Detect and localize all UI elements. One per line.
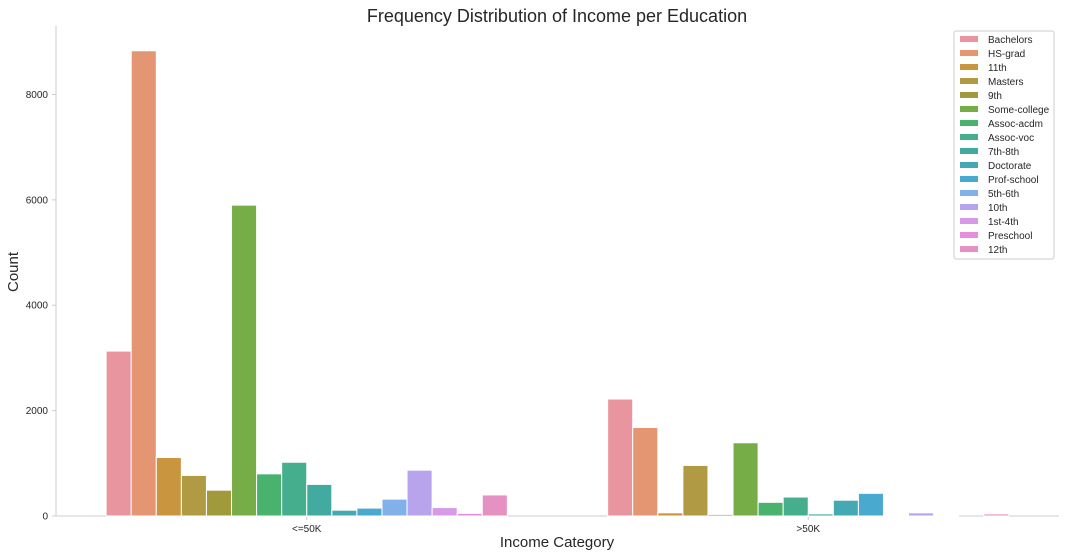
bar xyxy=(331,509,358,517)
bar xyxy=(481,494,508,517)
legend-label: Assoc-voc xyxy=(988,133,1034,144)
bar xyxy=(707,513,734,517)
bar xyxy=(632,426,659,517)
bar xyxy=(757,501,784,517)
y-tick-label: 2000 xyxy=(26,406,49,417)
legend-label: HS-grad xyxy=(988,49,1025,60)
legend-swatch xyxy=(960,176,978,182)
legend-label: Doctorate xyxy=(988,161,1032,172)
legend-label: Preschool xyxy=(988,231,1032,242)
bar xyxy=(256,473,283,517)
bar xyxy=(281,461,308,517)
bar xyxy=(105,350,132,517)
legend-label: 10th xyxy=(988,203,1007,214)
legend-label: Assoc-acdm xyxy=(988,119,1043,130)
legend-swatch xyxy=(960,204,978,210)
y-tick-label: 8000 xyxy=(26,90,49,101)
legend-swatch xyxy=(960,232,978,238)
bar xyxy=(180,474,207,517)
x-tick-label: <=50K xyxy=(292,524,322,535)
legend-swatch xyxy=(960,246,978,252)
legend-label: 1st-4th xyxy=(988,217,1019,228)
bar xyxy=(882,514,910,517)
legend-box xyxy=(953,30,1055,260)
legend-label: 9th xyxy=(988,91,1002,102)
bar xyxy=(155,457,182,517)
bar xyxy=(782,496,809,517)
bar xyxy=(130,50,157,517)
bar xyxy=(607,398,634,517)
legend-label: Bachelors xyxy=(988,35,1032,46)
legend-swatch xyxy=(960,190,978,196)
legend-label: Prof-school xyxy=(988,175,1039,186)
bar xyxy=(205,489,233,517)
bar xyxy=(983,513,1010,517)
chart-title: Frequency Distribution of Income per Edu… xyxy=(367,6,747,26)
legend-swatch xyxy=(960,78,978,84)
bars xyxy=(105,50,1010,517)
legend-label: Masters xyxy=(988,77,1024,88)
bar xyxy=(908,512,935,517)
bar xyxy=(406,469,433,517)
bar xyxy=(832,499,859,517)
y-tick-label: 6000 xyxy=(26,195,49,206)
legend-label: 12th xyxy=(988,245,1007,256)
bar xyxy=(306,483,333,517)
legend-swatch xyxy=(960,64,978,70)
bar xyxy=(732,442,759,517)
legend-swatch xyxy=(960,134,978,140)
legend-swatch xyxy=(960,36,978,42)
bar xyxy=(682,464,709,517)
legend-swatch xyxy=(960,162,978,168)
bar xyxy=(381,498,408,517)
bar xyxy=(431,507,458,517)
bar xyxy=(231,204,258,517)
bar xyxy=(807,513,834,517)
legend-label: 7th-8th xyxy=(988,147,1019,158)
legend: Bachelors HS-grad 11th Masters 9th Some-colle… xyxy=(953,30,1055,260)
bar xyxy=(456,512,483,517)
y-tick-label: 0 xyxy=(42,512,48,523)
legend-swatch xyxy=(960,218,978,224)
legend-swatch xyxy=(960,92,978,98)
legend-swatch xyxy=(960,148,978,154)
legend-label: Some-college xyxy=(988,105,1050,116)
x-axis-label: Income Category xyxy=(500,534,615,551)
x-tick-label: >50K xyxy=(796,524,820,535)
legend-swatch xyxy=(960,120,978,126)
y-ticks: 0 2000 4000 6000 8000 xyxy=(26,90,56,523)
y-tick-label: 4000 xyxy=(26,301,49,312)
x-ticks: <=50K >50K xyxy=(292,516,820,535)
bar xyxy=(356,507,383,517)
bar xyxy=(857,492,884,517)
y-axis-label: Count xyxy=(5,251,22,292)
legend-swatch xyxy=(960,50,978,56)
legend-swatch xyxy=(960,106,978,112)
legend-label: 5th-6th xyxy=(988,189,1019,200)
legend-label: 11th xyxy=(988,63,1007,74)
bar xyxy=(657,512,684,517)
